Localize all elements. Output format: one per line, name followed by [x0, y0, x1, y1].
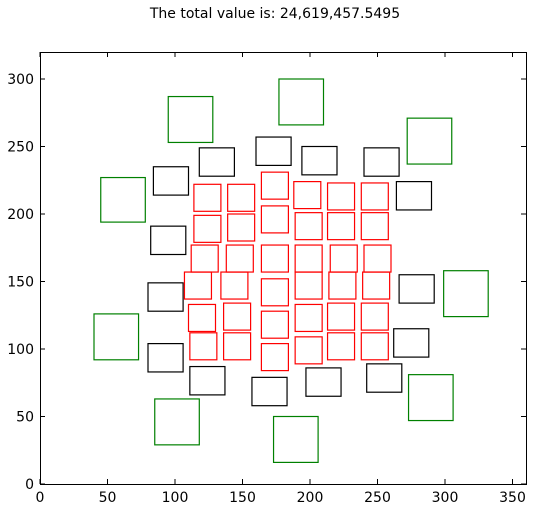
red-square [193, 214, 222, 243]
black-square [395, 181, 433, 211]
red-square [326, 302, 356, 331]
red-square [223, 332, 252, 361]
red-square [294, 212, 323, 241]
x-tick-label: 350 [499, 490, 526, 506]
red-square [260, 171, 289, 200]
green-square [278, 78, 325, 126]
black-square [251, 376, 288, 407]
red-square [326, 182, 356, 211]
red-square [187, 303, 217, 333]
black-square [305, 367, 342, 397]
red-square [260, 205, 289, 234]
red-square [294, 271, 323, 300]
x-tick-label: 50 [99, 490, 117, 506]
black-square [152, 166, 190, 196]
red-square [260, 278, 289, 307]
green-square [443, 270, 489, 318]
black-square [147, 343, 184, 373]
red-square [225, 244, 254, 273]
y-tick-label: 50 [16, 410, 34, 426]
red-square [294, 303, 323, 333]
black-square [301, 145, 338, 176]
red-square [260, 310, 289, 339]
black-square [150, 225, 187, 256]
x-tick-label: 150 [229, 490, 256, 506]
y-tick-label: 100 [7, 342, 34, 358]
black-square [255, 136, 292, 167]
red-square [329, 244, 358, 273]
red-square [362, 271, 391, 300]
black-square [189, 365, 226, 396]
green-square [406, 117, 453, 165]
y-tick-label: 300 [7, 72, 34, 88]
red-square [260, 343, 289, 372]
black-square [398, 274, 435, 304]
chart-marks [93, 78, 489, 464]
red-square [227, 183, 256, 212]
y-tick-label: 200 [7, 207, 34, 223]
red-square [189, 332, 218, 361]
red-square [326, 212, 356, 241]
axes-frame [40, 52, 527, 485]
black-square [366, 363, 403, 393]
x-tick-label: 300 [432, 490, 459, 506]
red-square [360, 332, 389, 361]
axis-ticks: 0 50 100 150 200 250 300 350 0 50 100 150 200 250 300 [7, 52, 526, 506]
green-square [100, 176, 146, 223]
green-square [272, 415, 319, 464]
red-square [360, 212, 389, 241]
red-square [183, 271, 213, 300]
red-square [294, 244, 323, 273]
black-square [198, 147, 236, 177]
red-square [293, 181, 322, 210]
chart-title: The total value is: 24,619,457.5495 [149, 6, 401, 22]
red-square [227, 213, 256, 242]
green-square [93, 313, 140, 361]
red-square [223, 302, 252, 331]
red-square [360, 182, 389, 211]
black-square [393, 328, 430, 358]
red-square [360, 302, 389, 331]
green-square [407, 374, 454, 422]
x-tick-label: 100 [162, 490, 189, 506]
red-square [328, 271, 357, 300]
black-square [147, 282, 184, 312]
black-square [363, 147, 400, 177]
green-square [167, 95, 214, 144]
green-square [154, 398, 200, 446]
red-square [220, 271, 249, 300]
red-square [294, 336, 323, 365]
y-tick-label: 150 [7, 275, 34, 291]
x-tick-label: 200 [297, 490, 324, 506]
red-square [193, 183, 222, 212]
x-tick-label: 250 [364, 490, 391, 506]
red-square [260, 244, 289, 273]
x-tick-label: 0 [36, 490, 45, 506]
red-square [326, 332, 356, 361]
red-square [190, 244, 219, 273]
red-square [363, 244, 392, 273]
y-tick-label: 0 [25, 477, 34, 493]
y-tick-label: 250 [7, 140, 34, 156]
